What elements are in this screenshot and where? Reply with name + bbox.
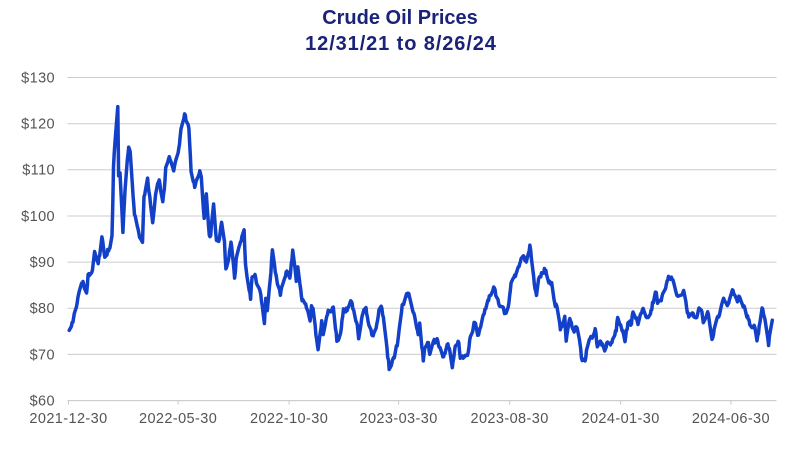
svg-text:2023-03-30: 2023-03-30	[360, 411, 438, 427]
svg-text:2024-01-30: 2024-01-30	[582, 411, 660, 427]
svg-text:2023-08-30: 2023-08-30	[471, 411, 549, 427]
svg-text:$100: $100	[21, 209, 55, 225]
svg-text:Crude Oil Prices: Crude Oil Prices	[322, 7, 478, 29]
svg-text:$110: $110	[22, 163, 55, 179]
svg-text:$90: $90	[30, 255, 55, 271]
svg-text:$60: $60	[30, 394, 55, 410]
svg-text:2024-06-30: 2024-06-30	[692, 411, 770, 427]
svg-text:12/31/21 to 8/26/24: 12/31/21 to 8/26/24	[305, 33, 497, 55]
svg-text:2022-05-30: 2022-05-30	[139, 411, 217, 427]
svg-text:$130: $130	[21, 70, 55, 86]
svg-text:2022-10-30: 2022-10-30	[250, 411, 328, 427]
svg-text:$80: $80	[30, 301, 55, 317]
svg-text:$70: $70	[30, 347, 55, 363]
svg-text:$120: $120	[21, 117, 55, 133]
svg-text:2021-12-30: 2021-12-30	[29, 411, 107, 427]
